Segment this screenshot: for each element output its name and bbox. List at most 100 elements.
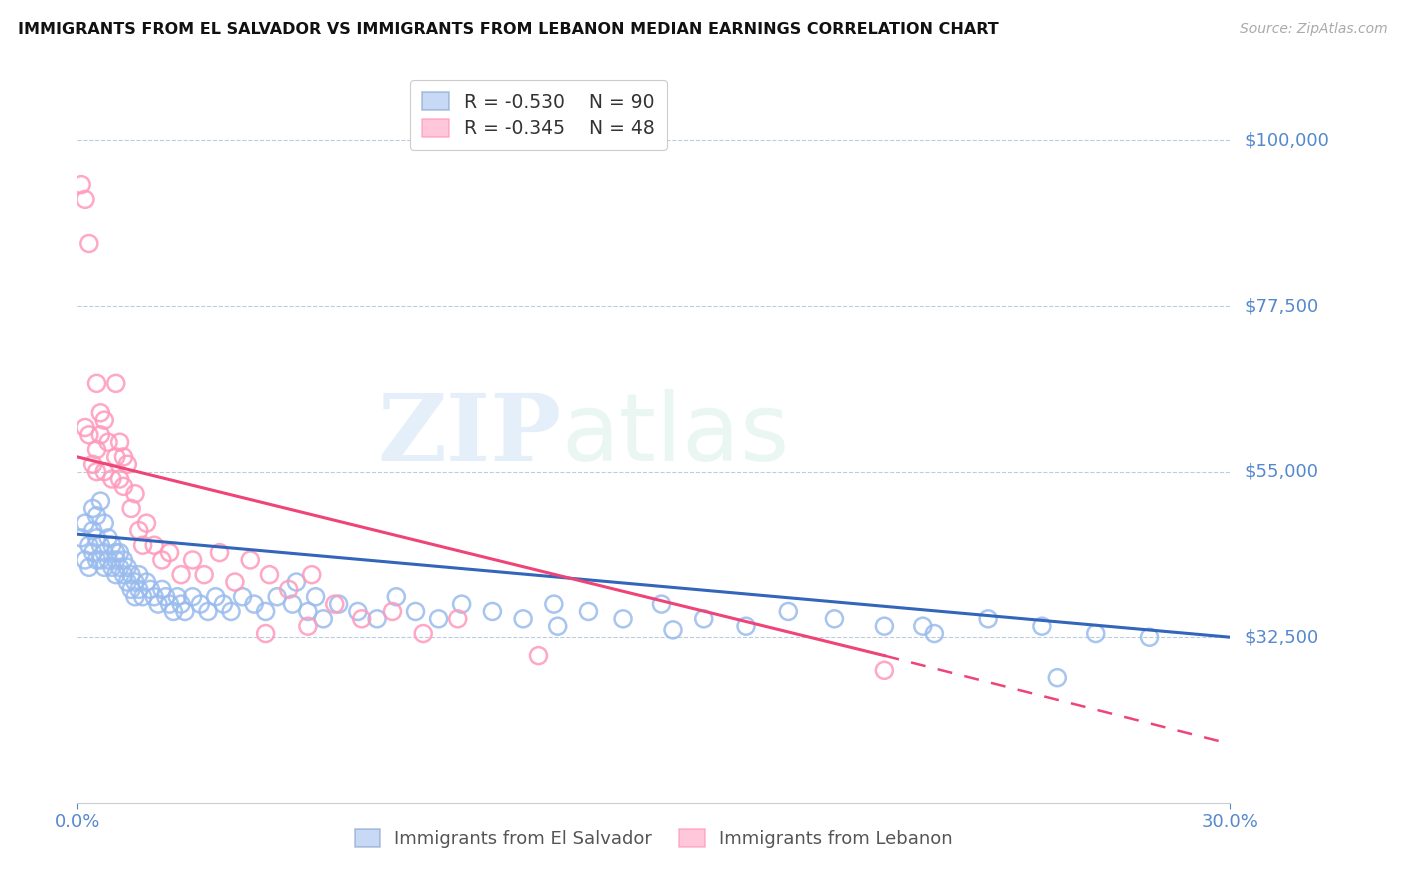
Point (93, 545, 115, 560)
Point (181, 590, 204, 604)
Point (204, 590, 226, 604)
Point (1046, 671, 1069, 685)
Point (73, 516, 96, 530)
Point (86, 508, 108, 523)
Text: $100,000: $100,000 (1244, 131, 1329, 150)
Text: $55,000: $55,000 (1244, 463, 1319, 481)
Point (112, 567, 135, 582)
Point (977, 612, 1000, 626)
Point (104, 553, 127, 567)
Point (89, 494, 111, 508)
Point (108, 435, 131, 450)
Point (512, 612, 534, 626)
Point (450, 597, 472, 611)
Point (101, 538, 124, 552)
Point (328, 597, 350, 611)
Point (693, 612, 716, 626)
Point (297, 605, 319, 619)
Point (128, 524, 150, 538)
Point (128, 567, 150, 582)
Point (77, 538, 100, 552)
Point (117, 560, 139, 574)
Text: $32,500: $32,500 (1244, 628, 1319, 646)
Point (312, 612, 335, 626)
Point (77, 427, 100, 442)
Point (347, 605, 370, 619)
Point (197, 605, 219, 619)
Point (150, 582, 173, 597)
Point (481, 605, 503, 619)
Point (117, 457, 139, 471)
Point (193, 567, 215, 582)
Point (543, 597, 565, 611)
Point (73, 553, 96, 567)
Point (578, 605, 600, 619)
Point (93, 465, 115, 479)
Point (77, 236, 100, 251)
Point (254, 605, 277, 619)
Point (93, 560, 115, 574)
Point (285, 574, 308, 589)
Point (70, 178, 93, 192)
Point (135, 574, 157, 589)
Point (243, 597, 266, 611)
Point (104, 450, 127, 464)
Point (735, 619, 758, 633)
Point (86, 553, 108, 567)
Point (350, 612, 373, 626)
Point (70, 531, 93, 545)
Point (181, 553, 204, 567)
Point (97, 553, 120, 567)
Point (212, 597, 235, 611)
Point (301, 567, 323, 582)
Point (232, 590, 254, 604)
Point (159, 545, 181, 560)
Point (385, 590, 408, 604)
Point (82, 524, 104, 538)
Point (823, 612, 845, 626)
Point (224, 574, 246, 589)
Point (104, 567, 127, 582)
Point (86, 376, 108, 391)
Point (131, 590, 153, 604)
Point (112, 553, 135, 567)
Point (924, 626, 946, 640)
Point (662, 623, 685, 637)
Point (86, 531, 108, 545)
Point (155, 590, 177, 604)
Point (93, 516, 115, 530)
Point (159, 597, 181, 611)
Point (612, 612, 634, 626)
Point (124, 590, 146, 604)
Point (143, 538, 166, 552)
Text: Source: ZipAtlas.com: Source: ZipAtlas.com (1240, 22, 1388, 37)
Point (124, 574, 146, 589)
Point (89, 427, 111, 442)
Point (101, 472, 124, 486)
Point (108, 545, 131, 560)
Point (170, 597, 193, 611)
Point (128, 582, 150, 597)
Point (412, 626, 434, 640)
Point (166, 590, 188, 604)
Point (778, 605, 800, 619)
Point (112, 479, 135, 493)
Point (86, 442, 108, 457)
Point (120, 567, 142, 582)
Text: atlas: atlas (561, 389, 790, 481)
Point (73, 192, 96, 206)
Point (266, 590, 288, 604)
Point (219, 605, 242, 619)
Point (366, 612, 388, 626)
Text: ZIP: ZIP (377, 390, 561, 480)
Point (254, 626, 277, 640)
Point (112, 450, 135, 464)
Point (82, 457, 104, 471)
Point (101, 560, 124, 574)
Point (120, 582, 142, 597)
Point (873, 664, 896, 678)
Point (124, 486, 146, 500)
Point (108, 472, 131, 486)
Point (304, 590, 326, 604)
Point (146, 597, 169, 611)
